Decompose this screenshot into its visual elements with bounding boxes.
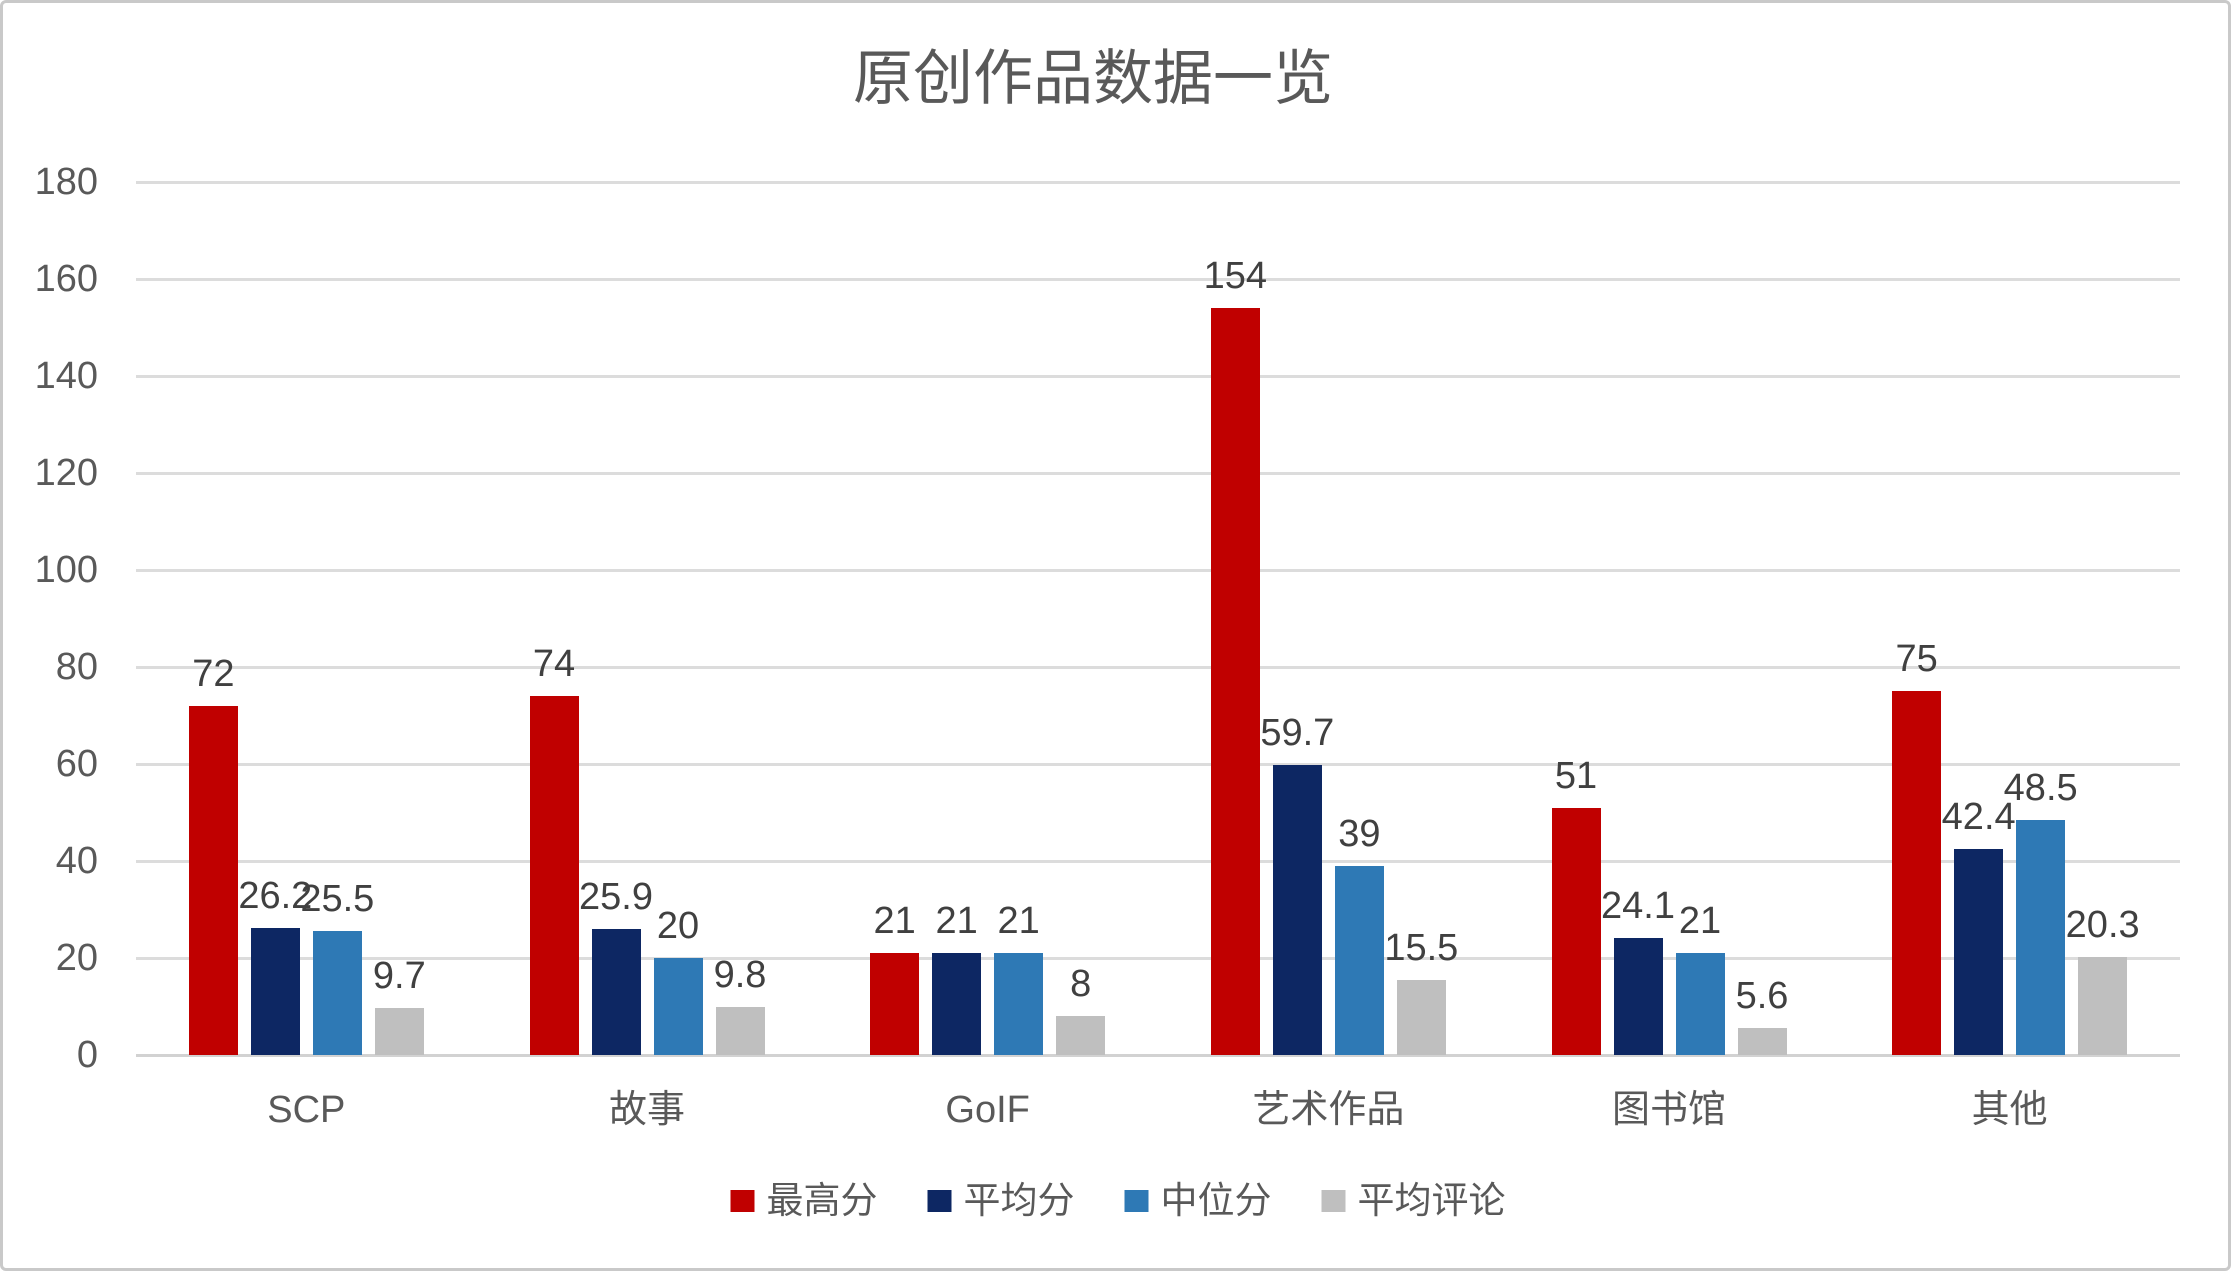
legend-item: 平均评论	[1321, 1179, 1506, 1223]
data-label: 21	[935, 900, 978, 943]
y-axis-tick-label: 160	[34, 258, 98, 300]
x-axis-category-label: 故事	[608, 1089, 685, 1131]
y-axis-tick-label: 140	[34, 355, 98, 397]
data-label: 39	[1338, 812, 1381, 855]
data-label: 5.6	[1735, 974, 1789, 1017]
bar	[1334, 865, 1384, 1055]
bar	[2016, 819, 2066, 1055]
legend-label: 中位分	[1160, 1180, 1272, 1221]
data-label: 9.7	[372, 954, 426, 997]
x-axis-category-label: 图书馆	[1611, 1089, 1726, 1131]
y-axis-tick-label: 40	[55, 840, 98, 882]
bar	[932, 953, 982, 1055]
legend-item: 平均分	[927, 1179, 1075, 1223]
x-axis-category-label: GoIF	[945, 1089, 1030, 1131]
data-label: 9.8	[713, 954, 767, 997]
legend-label: 平均评论	[1357, 1180, 1506, 1221]
data-label: 26.2	[238, 874, 313, 917]
x-axis-category-label: 艺术作品	[1252, 1089, 1405, 1131]
bar	[2078, 956, 2128, 1055]
data-label: 8	[1070, 963, 1092, 1006]
gridline	[136, 472, 2180, 475]
bar	[1613, 938, 1663, 1055]
legend-swatch	[730, 1190, 755, 1212]
legend-swatch	[1124, 1190, 1149, 1212]
plot-area: 0 20 40 60 80 100 120 140 160 180 SCP 72 26.2 25.5 9.7…	[3, 3, 2228, 1268]
data-label: 75	[1895, 638, 1938, 681]
data-label: 42.4	[1941, 796, 2016, 839]
data-label: 21	[873, 900, 916, 943]
data-label: 20.3	[2065, 903, 2140, 946]
data-label: 48.5	[2003, 766, 2078, 809]
y-axis-tick-label: 0	[76, 1034, 98, 1076]
data-label: 21	[997, 900, 1040, 943]
y-axis-tick-label: 20	[55, 937, 98, 979]
bar	[374, 1007, 424, 1055]
gridline	[136, 957, 2180, 960]
bar	[250, 927, 300, 1055]
data-label: 74	[532, 643, 576, 686]
gridline	[136, 569, 2180, 572]
legend-item: 中位分	[1124, 1179, 1272, 1223]
data-label: 154	[1203, 255, 1268, 298]
bar	[715, 1007, 765, 1055]
legend-item: 最高分	[730, 1179, 878, 1223]
gridline	[136, 375, 2180, 378]
chart-title: 原创作品数据一览	[853, 45, 1333, 112]
bar	[1737, 1027, 1787, 1055]
bar	[591, 929, 641, 1055]
bar	[1551, 807, 1601, 1055]
y-axis-tick-label: 100	[34, 549, 98, 591]
x-axis-category-label: 其他	[1971, 1089, 2048, 1131]
data-label: 72	[192, 652, 235, 695]
bar	[529, 696, 579, 1055]
legend-swatch	[1321, 1190, 1346, 1212]
data-label: 20	[656, 905, 700, 947]
bar	[1396, 979, 1446, 1055]
legend: 最高分 平均分 中位分 平均评论	[730, 1179, 1506, 1223]
x-axis-line	[136, 1054, 2180, 1057]
data-label: 51	[1554, 754, 1598, 797]
gridline	[136, 763, 2180, 766]
y-axis-tick-label: 180	[34, 161, 98, 203]
bar	[870, 953, 920, 1055]
legend-swatch	[927, 1190, 952, 1212]
data-label: 15.5	[1384, 926, 1459, 969]
y-axis-tick-label: 80	[55, 646, 98, 688]
data-label: 59.7	[1260, 712, 1335, 755]
y-axis-tick-label: 120	[34, 452, 98, 494]
bar	[1210, 308, 1260, 1055]
bar	[653, 958, 703, 1055]
gridline	[136, 666, 2180, 669]
y-axis-tick-label: 60	[55, 743, 98, 785]
data-label: 25.5	[300, 878, 375, 921]
legend-label: 平均分	[963, 1180, 1075, 1221]
legend-label: 最高分	[766, 1180, 878, 1221]
bar	[1272, 765, 1322, 1055]
bar	[1954, 849, 2004, 1055]
bar	[994, 953, 1044, 1055]
gridline	[136, 181, 2180, 184]
bar	[1675, 953, 1725, 1055]
bar	[312, 931, 362, 1055]
x-axis-category-label: SCP	[267, 1089, 346, 1131]
bar	[1056, 1016, 1106, 1055]
data-label: 25.9	[579, 876, 653, 919]
data-label: 24.1	[1601, 885, 1675, 928]
gridline	[136, 278, 2180, 281]
bar	[188, 705, 238, 1055]
gridline	[136, 860, 2180, 863]
bar	[1892, 691, 1942, 1055]
data-label: 21	[1678, 900, 1722, 943]
